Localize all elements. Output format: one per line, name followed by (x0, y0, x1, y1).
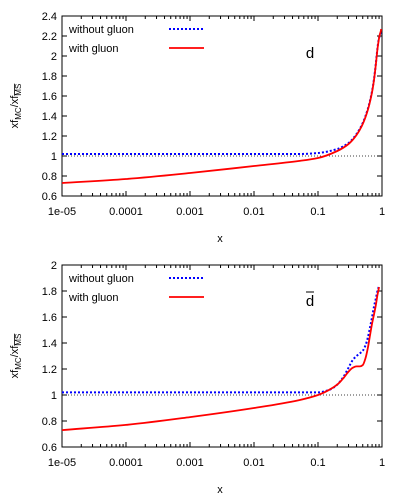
y-tick-label: 1.6 (42, 312, 57, 324)
plot-panel-1: 0.6 0.8 1 1.2 1.4 1.6 1.8 2 2.2 2.4 1e-05 0.0001 0.0… (9, 11, 385, 245)
x-tick-label: 0.01 (243, 457, 264, 469)
y-tick-label: 1.8 (42, 71, 57, 83)
y-tick-label: 0.8 (42, 416, 57, 428)
legend-label: without gluon (68, 273, 134, 285)
panel-label: d (306, 293, 314, 310)
y-tick-label: 1.6 (42, 91, 57, 103)
y-tick-label: 1.8 (42, 286, 57, 298)
plot-frame (61, 264, 383, 448)
x-tick-label: 1e-05 (48, 457, 76, 469)
y-axis-title: xfMC/xfMS (9, 84, 23, 129)
y-axis-title: xfMC/xfMS (9, 334, 23, 379)
panel-label: d (306, 45, 314, 62)
x-tick-label: 0.1 (310, 457, 325, 469)
x-tick-label: 0.01 (243, 206, 264, 218)
x-tick-label: 0.0001 (109, 206, 143, 218)
legend-label: with gluon (68, 292, 119, 304)
series-line-without-gluon (62, 285, 381, 394)
x-tick-label: 0.1 (310, 206, 325, 218)
y-tick-label: 1.2 (42, 364, 57, 376)
series-line-with-gluon (62, 286, 380, 431)
legend-label: with gluon (68, 43, 119, 55)
x-axis-title: x (217, 484, 223, 496)
y-tick-label: 1 (51, 151, 57, 163)
y-tick-label: 1.4 (42, 111, 57, 123)
x-tick-label: 0.0001 (109, 457, 143, 469)
y-tick-label: 2.4 (42, 11, 57, 23)
y-tick-label: 1.4 (42, 338, 57, 350)
y-tick-label: 0.6 (42, 442, 57, 454)
legend-label: without gluon (68, 24, 134, 36)
x-axis-title: x (217, 233, 223, 245)
x-tick-label: 0.001 (176, 206, 204, 218)
x-tick-label: 0.001 (176, 457, 204, 469)
y-tick-label: 1 (51, 390, 57, 402)
plot-frame (61, 15, 383, 197)
y-tick-label: 2 (51, 260, 57, 272)
y-tick-label: 0.6 (42, 191, 57, 203)
plot-panel-2: 0.6 0.8 1 1.2 1.4 1.6 1.8 2 1e-05 0.0001 0.001 0.01… (9, 260, 385, 496)
y-tick-label: 2 (51, 51, 57, 63)
y-tick-label: 0.8 (42, 171, 57, 183)
y-tick-label: 1.2 (42, 131, 57, 143)
y-tick-label: 2.2 (42, 31, 57, 43)
x-tick-label: 1e-05 (48, 206, 76, 218)
x-tick-label: 1 (379, 457, 385, 469)
x-tick-label: 1 (379, 206, 385, 218)
series-line-with-gluon (62, 28, 382, 184)
